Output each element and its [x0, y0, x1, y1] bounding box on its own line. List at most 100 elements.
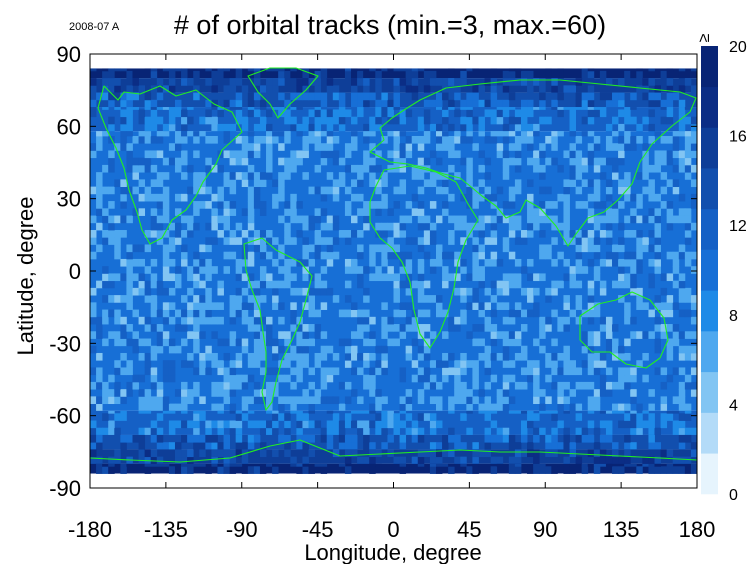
heatmap-cell: [187, 360, 194, 368]
heatmap-cell: [174, 208, 182, 216]
heatmap-cell: [454, 389, 461, 397]
heatmap-cell: [308, 131, 315, 137]
heatmap-cell: [272, 193, 279, 202]
heatmap-cell: [338, 172, 346, 180]
x-tick-label: 180: [679, 517, 716, 542]
heatmap-cell: [630, 410, 637, 414]
heatmap-cell: [399, 280, 407, 289]
heatmap-cell: [581, 434, 589, 443]
heatmap-cell: [630, 396, 637, 405]
heatmap-cell: [618, 157, 625, 166]
heatmap-cell: [405, 266, 413, 274]
heatmap-cell: [247, 131, 255, 137]
heatmap-cell: [624, 374, 631, 383]
heatmap-cell: [290, 367, 297, 376]
heatmap-cell: [181, 131, 188, 137]
heatmap-cell: [587, 193, 595, 202]
heatmap-cell: [551, 413, 558, 421]
heatmap-cell: [599, 420, 607, 429]
heatmap-cell: [678, 352, 686, 361]
heatmap-cell: [454, 109, 461, 118]
heatmap-cell: [205, 316, 212, 325]
heatmap-cell: [417, 244, 425, 253]
heatmap-cell: [411, 85, 419, 93]
heatmap-cell: [435, 396, 443, 405]
heatmap-cell: [284, 413, 291, 421]
heatmap-cell: [587, 360, 595, 368]
heatmap-cell: [466, 466, 473, 474]
heatmap-cell: [132, 164, 139, 173]
heatmap-cell: [96, 316, 103, 325]
heatmap-cell: [448, 68, 455, 72]
heatmap-cell: [90, 427, 97, 436]
heatmap-cell: [612, 442, 619, 450]
heatmap-cell: [338, 116, 346, 125]
heatmap-cell: [545, 434, 552, 443]
heatmap-cell: [490, 99, 498, 108]
heatmap-cell: [90, 403, 97, 412]
heatmap-cell: [624, 172, 631, 180]
heatmap-cell: [630, 143, 637, 151]
heatmap-cell: [417, 143, 425, 151]
heatmap-cell: [132, 172, 139, 180]
heatmap-cell: [369, 164, 376, 173]
heatmap-cell: [630, 427, 637, 436]
heatmap-cell: [605, 345, 613, 354]
heatmap-band-0: [90, 68, 697, 79]
heatmap-cell: [144, 367, 152, 376]
heatmap-cell: [630, 193, 637, 202]
heatmap-cell: [636, 215, 643, 224]
heatmap-cell: [108, 70, 115, 79]
heatmap-cell: [205, 157, 212, 166]
heatmap-cell: [320, 208, 328, 216]
heatmap-cell: [618, 92, 625, 101]
heatmap-cell: [253, 78, 261, 86]
heatmap-cell: [138, 131, 146, 137]
heatmap-cell: [642, 116, 649, 125]
heatmap-cell: [229, 230, 237, 238]
heatmap-cell: [126, 244, 133, 253]
heatmap-cell: [496, 463, 504, 467]
heatmap-cell: [363, 352, 370, 361]
heatmap-cell: [284, 201, 291, 209]
heatmap-cell: [217, 389, 224, 397]
heatmap-cell: [508, 78, 516, 86]
heatmap-cell: [120, 116, 127, 125]
x-tick-label: 135: [603, 517, 640, 542]
heatmap-cell: [393, 68, 400, 72]
heatmap-cell: [223, 442, 231, 450]
heatmap-cell: [387, 244, 394, 253]
heatmap-cell: [533, 456, 540, 465]
heatmap-cell: [253, 70, 261, 79]
heatmap-cell: [102, 92, 109, 101]
heatmap-cell: [211, 449, 218, 458]
heatmap-cell: [563, 410, 570, 414]
heatmap-cell: [605, 215, 613, 224]
heatmap-cell: [539, 463, 546, 467]
heatmap-cell: [344, 413, 352, 421]
heatmap-cell: [605, 258, 613, 267]
heatmap-cell: [678, 420, 686, 429]
heatmap-cell: [478, 403, 485, 412]
heatmap-cell: [375, 449, 382, 458]
heatmap-cell: [393, 143, 400, 151]
heatmap-cell: [138, 374, 146, 383]
heatmap-cell: [290, 403, 297, 412]
heatmap-cell: [375, 420, 382, 429]
heatmap-cell: [527, 287, 534, 296]
heatmap-cell: [357, 456, 364, 465]
heatmap-cell: [490, 251, 498, 260]
heatmap-cell: [508, 309, 516, 318]
heatmap-cell: [660, 273, 668, 282]
heatmap-cell: [678, 244, 686, 253]
heatmap-cell: [235, 449, 243, 458]
heatmap-cell: [199, 442, 206, 450]
heatmap-cell: [90, 215, 97, 224]
heatmap-cell: [672, 131, 680, 137]
heatmap-cell: [253, 338, 261, 347]
heatmap-cell: [599, 280, 607, 289]
heatmap-cell: [399, 109, 407, 118]
heatmap-cell: [344, 420, 352, 429]
heatmap-cell: [527, 258, 534, 267]
heatmap-cell: [156, 427, 164, 436]
